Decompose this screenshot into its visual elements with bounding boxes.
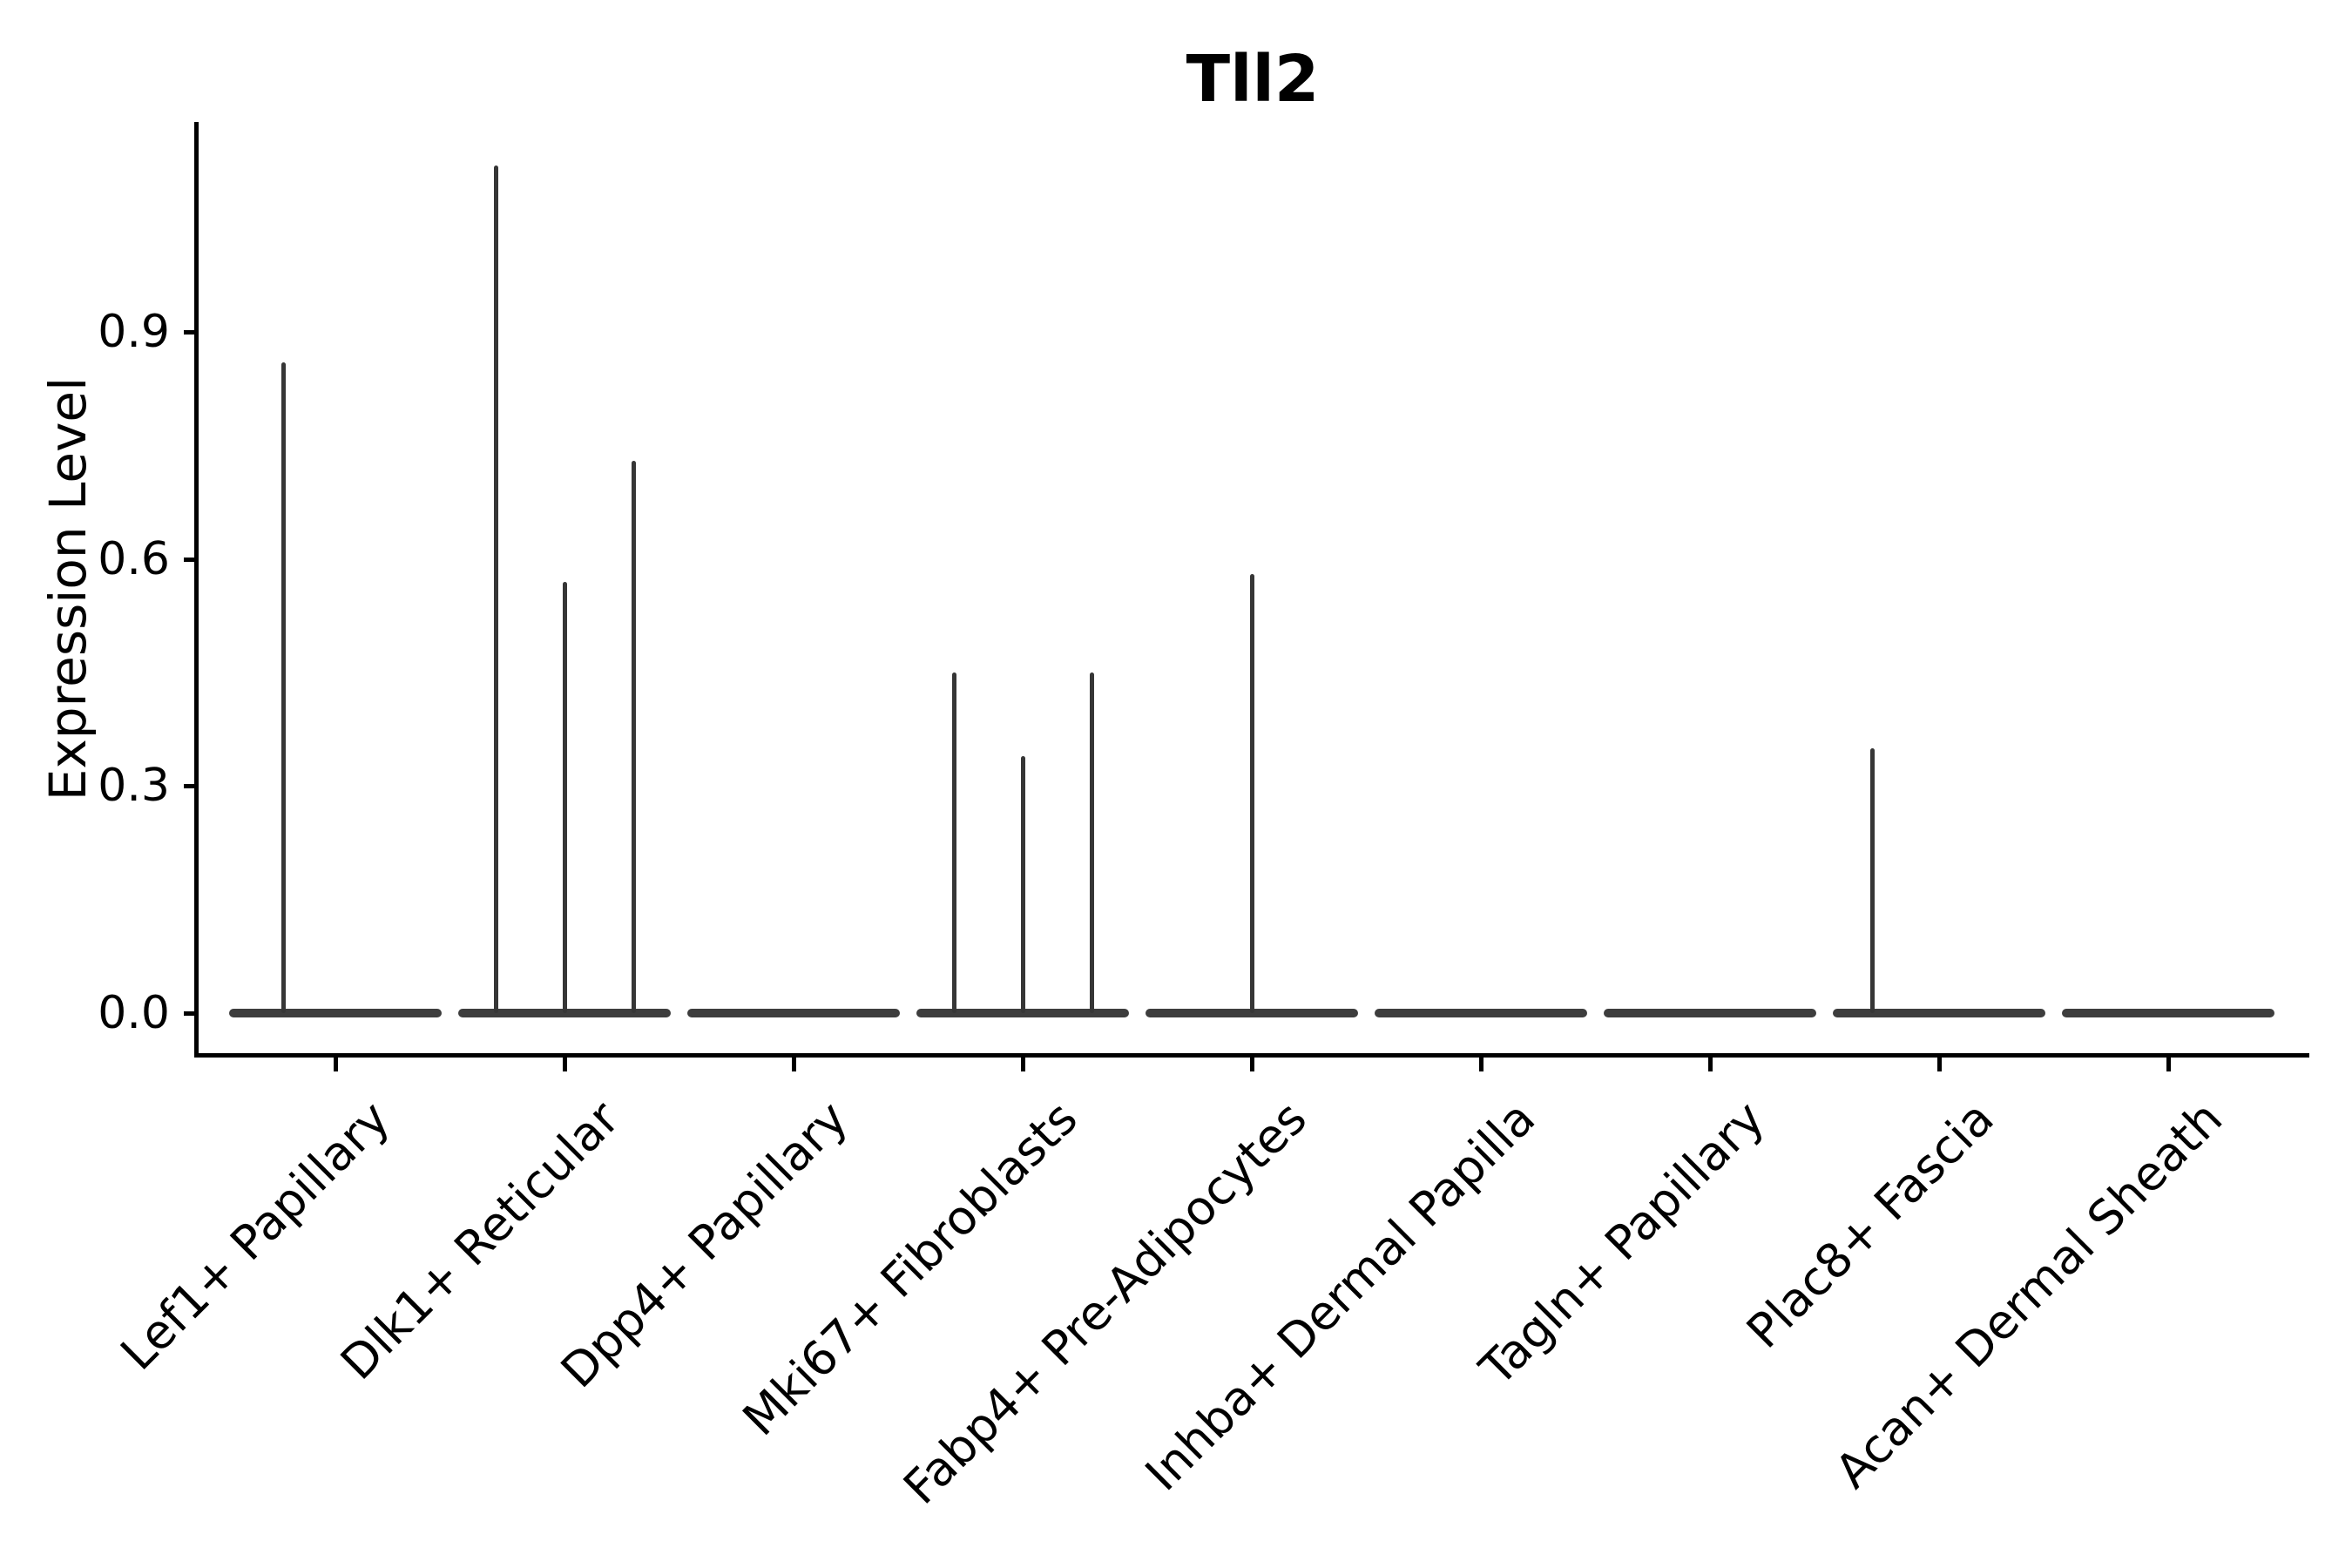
y-tick: [184, 784, 197, 789]
violin-spike: [1249, 573, 1254, 1013]
y-axis-label: Expression Level: [38, 376, 98, 801]
violin-spike: [951, 672, 956, 1013]
x-tick: [1708, 1058, 1713, 1071]
violin-body: [458, 1009, 671, 1017]
x-tick-label: Acan+ Dermal Sheath: [1825, 1091, 2234, 1499]
violin-body: [687, 1009, 900, 1017]
x-tick: [792, 1058, 796, 1071]
violin-spike: [562, 581, 567, 1013]
y-tick-label: 0.9: [98, 305, 170, 358]
violin-spike: [1869, 747, 1875, 1013]
violin-body: [1375, 1009, 1587, 1017]
violin-body: [1146, 1009, 1358, 1017]
violin-body: [916, 1009, 1129, 1017]
y-tick-label: 0.0: [98, 987, 170, 1039]
violin-body: [1604, 1009, 1816, 1017]
x-tick: [1937, 1058, 1942, 1071]
chart-title: Tll2: [1186, 42, 1320, 117]
x-tick: [334, 1058, 338, 1071]
y-tick-label: 0.6: [98, 532, 170, 585]
x-tick-label: Inhba+ Dermal Papilla: [1135, 1091, 1546, 1502]
y-tick: [184, 1011, 197, 1016]
y-tick-label: 0.3: [98, 760, 170, 813]
violin-spike: [1020, 755, 1025, 1013]
x-tick: [1021, 1058, 1025, 1071]
violin-spike: [493, 165, 498, 1013]
x-tick: [1250, 1058, 1254, 1071]
violin-body: [2062, 1009, 2274, 1017]
violin-body: [229, 1009, 442, 1017]
y-tick: [184, 557, 197, 562]
violin-spike: [631, 460, 636, 1013]
violin-body: [1833, 1009, 2045, 1017]
y-axis-spine: [194, 122, 199, 1058]
x-axis-spine: [194, 1053, 2309, 1058]
x-tick-label: Fabp4+ Pre-Adipocytes: [892, 1091, 1317, 1515]
x-tick-label: Plac8+ Fascia: [1735, 1091, 2004, 1359]
x-tick: [563, 1058, 567, 1071]
y-tick: [184, 329, 197, 335]
x-tick: [2166, 1058, 2171, 1071]
violin-spike: [280, 362, 286, 1013]
violin-spike: [1089, 672, 1094, 1013]
x-tick: [1479, 1058, 1484, 1071]
